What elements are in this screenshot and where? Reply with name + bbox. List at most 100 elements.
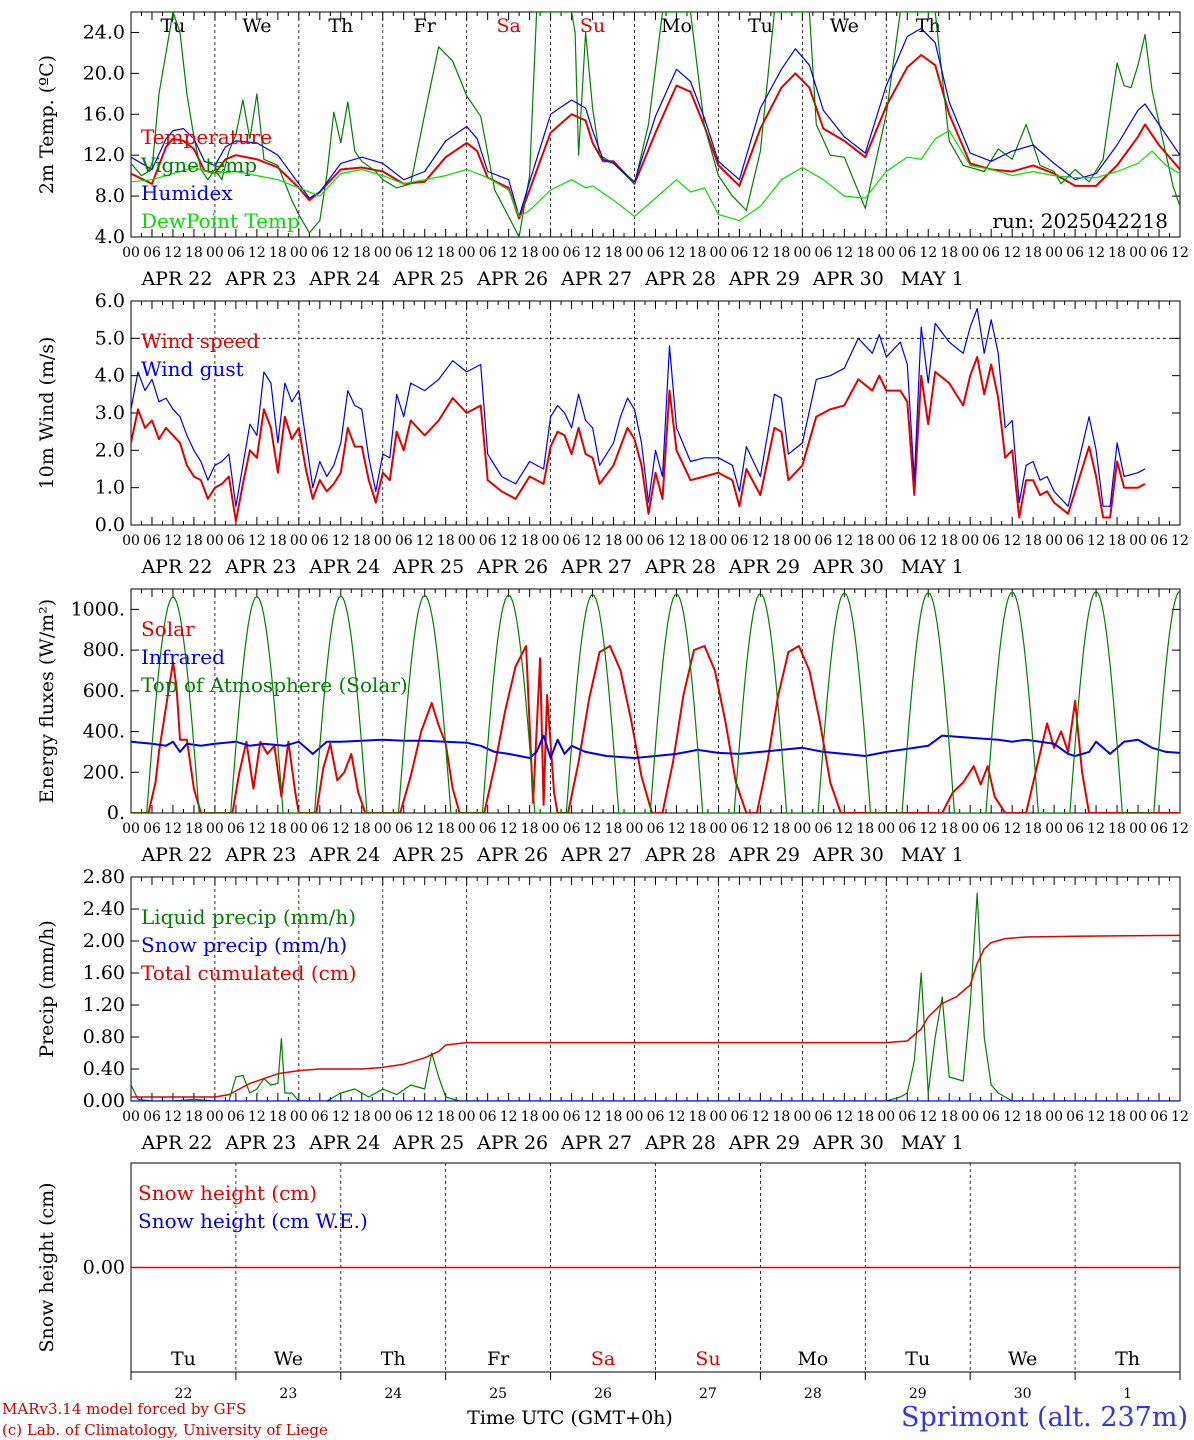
hour-tick-label: 18: [437, 245, 455, 261]
date-label: APR 26: [476, 268, 548, 290]
date-label: MAY 1: [901, 556, 964, 578]
date-label: MAY 1: [901, 1132, 964, 1154]
date-label: APR 27: [560, 1132, 632, 1154]
hour-tick-label: 12: [332, 245, 350, 261]
date-label: APR 26: [476, 844, 548, 866]
y-tick-label: 24.0: [83, 21, 125, 43]
y-axis-label: Energy fluxes (W/m²): [36, 599, 58, 803]
date-label: MAY 1: [901, 268, 964, 290]
hour-tick-label: 12: [751, 821, 769, 837]
lab-credit: (c) Lab. of Climatology, University of L…: [2, 1421, 328, 1439]
hour-tick-label: 18: [856, 533, 874, 549]
hour-tick-label: 06: [479, 533, 497, 549]
hour-tick-label: 18: [940, 821, 958, 837]
hour-tick-label: 06: [227, 245, 245, 261]
hour-tick-label: 00: [793, 533, 811, 549]
hour-tick-label: 00: [290, 821, 308, 837]
hour-tick-label: 06: [898, 533, 916, 549]
hour-tick-label: 06: [814, 533, 832, 549]
hour-tick-label: 12: [919, 1109, 937, 1125]
hour-tick-label: 18: [269, 1109, 287, 1125]
hour-tick-label: 06: [814, 821, 832, 837]
legend-entry: Infrared: [141, 645, 225, 669]
x-axis-label: Time UTC (GMT+0h): [467, 1407, 673, 1429]
legend-entry: Wind speed: [141, 329, 259, 353]
hour-tick-label: 12: [332, 533, 350, 549]
model-credit: MARv3.14 model forced by GFS: [2, 1400, 246, 1418]
hour-tick-label: 00: [122, 1109, 140, 1125]
hour-tick-label: 12: [248, 245, 266, 261]
hour-tick-label: 06: [311, 821, 329, 837]
hour-tick-label: 06: [311, 245, 329, 261]
day-number-label: 26: [594, 1386, 612, 1402]
hour-tick-label: 06: [479, 1109, 497, 1125]
date-label: APR 29: [728, 844, 800, 866]
hour-tick-label: 18: [521, 1109, 539, 1125]
hour-tick-label: 12: [668, 821, 686, 837]
hour-tick-label: 00: [793, 1109, 811, 1125]
hour-tick-label: 18: [437, 533, 455, 549]
day-number-label: 22: [175, 1386, 193, 1402]
date-label: APR 29: [728, 556, 800, 578]
y-tick-label: 8.0: [95, 185, 125, 207]
hour-tick-label: 12: [668, 533, 686, 549]
hour-tick-label: 00: [626, 1109, 644, 1125]
hour-tick-label: 06: [814, 1109, 832, 1125]
hour-tick-label: 12: [1003, 821, 1021, 837]
hour-tick-label: 06: [1066, 821, 1084, 837]
hour-tick-label: 18: [605, 533, 623, 549]
series-line-liquid-precip-mm-h-: [131, 892, 1180, 1101]
legend-entry: Snow height (cm): [138, 1181, 317, 1205]
weekday-label: Su: [695, 1348, 720, 1370]
y-tick-label: 1000.: [71, 598, 125, 620]
hour-tick-label: 18: [185, 533, 203, 549]
y-tick-label: 1.0: [95, 477, 125, 499]
date-label: APR 29: [728, 1132, 800, 1154]
hour-tick-label: 06: [227, 533, 245, 549]
hour-tick-label: 00: [1045, 245, 1063, 261]
run-label: run: 2025042218: [992, 209, 1168, 233]
hour-tick-label: 06: [227, 1109, 245, 1125]
y-tick-label: 2.40: [83, 898, 125, 920]
weekday-label: Tu: [905, 1348, 930, 1370]
series-line-dewpoint-temp: [131, 130, 1180, 222]
y-tick-label: 0.00: [83, 1090, 125, 1112]
series-line-total-cumulated-cm-: [131, 934, 1180, 1098]
hour-tick-label: 18: [521, 533, 539, 549]
hour-tick-label: 00: [1045, 1109, 1063, 1125]
legend-entry: Wind gust: [141, 357, 244, 381]
date-label: APR 30: [812, 844, 884, 866]
hour-tick-label: 12: [164, 821, 182, 837]
hour-tick-label: 00: [710, 245, 728, 261]
plot-frame: [130, 588, 1181, 814]
hour-tick-label: 12: [835, 821, 853, 837]
hour-tick-label: 12: [668, 245, 686, 261]
date-label: APR 23: [224, 556, 296, 578]
hour-tick-label: 06: [479, 821, 497, 837]
y-tick-label: 2.00: [83, 930, 125, 952]
hour-tick-label: 00: [542, 821, 560, 837]
y-tick-label: 2.0: [95, 439, 125, 461]
hour-tick-label: 18: [1108, 821, 1126, 837]
hour-tick-label: 00: [1045, 533, 1063, 549]
hour-tick-label: 00: [374, 533, 392, 549]
date-label: MAY 1: [901, 844, 964, 866]
hour-tick-label: 00: [206, 1109, 224, 1125]
hour-tick-label: 12: [835, 533, 853, 549]
date-label: APR 24: [308, 1132, 380, 1154]
weekday-label: Tu: [748, 15, 773, 37]
hour-tick-label: 00: [206, 533, 224, 549]
legend-entry: Snow height (cm W.E.): [138, 1209, 368, 1233]
y-tick-label: 1.60: [83, 962, 125, 984]
hour-tick-label: 06: [1066, 533, 1084, 549]
weekday-label: We: [242, 15, 271, 37]
hour-tick-label: 00: [542, 533, 560, 549]
legend-entry: Total cumulated (cm): [141, 961, 357, 985]
series-line-solar: [131, 645, 1180, 813]
y-tick-label: 400.: [83, 721, 125, 743]
y-tick-label: 3.0: [95, 402, 125, 424]
weekday-label: Tu: [171, 1348, 196, 1370]
hour-tick-label: 18: [772, 245, 790, 261]
hour-tick-label: 18: [689, 1109, 707, 1125]
